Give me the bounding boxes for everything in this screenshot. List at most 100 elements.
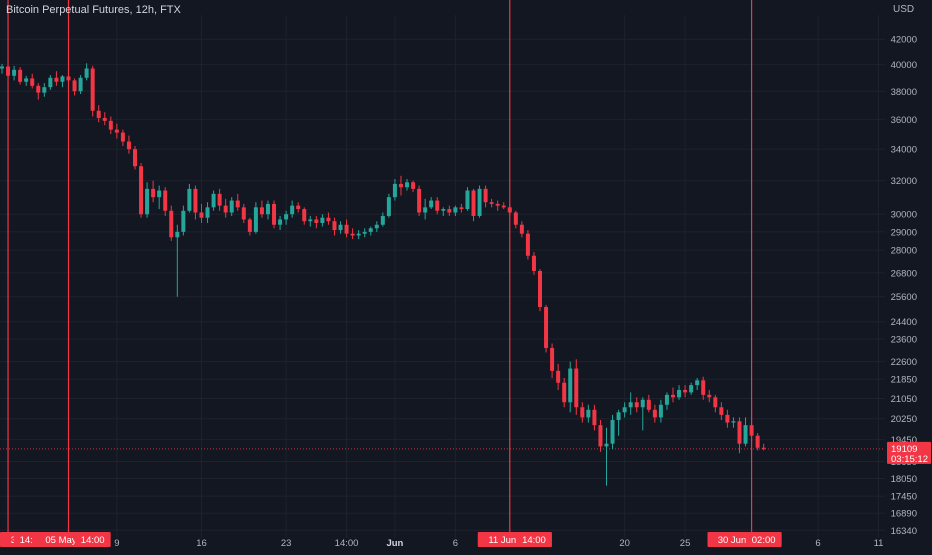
candle	[574, 359, 579, 415]
candle	[531, 251, 536, 275]
candle	[181, 205, 186, 236]
candle	[477, 185, 482, 218]
y-tick-label: 16890	[891, 509, 917, 520]
candle	[0, 63, 4, 74]
candle	[374, 221, 379, 232]
candle	[247, 217, 252, 236]
y-tick-label: 16340	[891, 526, 917, 537]
candle	[525, 230, 530, 260]
candle-body	[24, 78, 29, 82]
candle-body	[217, 193, 222, 206]
candle-body	[302, 209, 307, 222]
candle-body	[272, 203, 277, 225]
candle-body	[296, 205, 301, 210]
candle-body	[151, 188, 156, 198]
y-tick-label: 34000	[891, 145, 917, 156]
candle-body	[610, 419, 615, 444]
candle-body	[314, 219, 319, 223]
candle	[6, 65, 11, 80]
candle-body	[677, 389, 682, 398]
candle	[78, 75, 83, 95]
candle	[380, 212, 385, 227]
candle-body	[60, 76, 65, 82]
x-tag-label: 11 Jun '22	[488, 535, 531, 546]
candle-body	[169, 210, 174, 238]
candle-body	[658, 404, 663, 418]
y-tick-label: 38000	[891, 87, 917, 98]
candle-body	[30, 78, 35, 86]
candle	[658, 399, 663, 423]
candle	[519, 221, 524, 238]
x-axis-marker-tag: 14:00	[515, 532, 552, 547]
candle-body	[556, 370, 561, 383]
candle-body	[574, 368, 579, 408]
candle-body	[114, 129, 119, 133]
candle	[308, 215, 313, 227]
x-axis-marker-tag: 14:	[13, 532, 39, 547]
candle-body	[338, 224, 343, 231]
candle-body	[471, 190, 476, 216]
candle	[42, 83, 47, 97]
candle	[290, 200, 295, 218]
candle-body	[368, 228, 373, 232]
candle-body	[90, 68, 95, 111]
candle	[54, 71, 59, 86]
candle	[108, 116, 113, 135]
candle	[48, 75, 53, 90]
x-tag-label: 14:	[20, 535, 33, 546]
candle-body	[683, 389, 688, 393]
candle-body	[36, 85, 41, 93]
candle-body	[737, 421, 742, 444]
candle	[538, 269, 543, 312]
candle-body	[592, 409, 597, 426]
candle-body	[646, 399, 651, 410]
candle-body	[447, 209, 452, 213]
candle	[652, 404, 657, 423]
y-tick-label: 36000	[891, 115, 917, 126]
candle	[132, 146, 137, 170]
candle-body	[386, 197, 391, 216]
candle-body	[259, 207, 264, 215]
candle	[598, 419, 603, 452]
currency-label: USD	[893, 4, 915, 15]
candle	[84, 63, 89, 81]
candle	[483, 185, 488, 208]
candle	[392, 179, 397, 201]
candle-body	[598, 425, 603, 447]
candle	[683, 385, 688, 398]
candle-body	[441, 209, 446, 211]
x-tick-label: 20	[619, 538, 630, 549]
candle	[405, 179, 410, 191]
candle-body	[12, 69, 17, 76]
candle	[314, 215, 319, 229]
candle-body	[332, 221, 337, 231]
candle	[296, 202, 301, 213]
candle	[725, 409, 730, 428]
candle-body	[628, 402, 633, 408]
candle-body	[235, 200, 240, 208]
candle	[604, 427, 609, 486]
candle-body	[223, 205, 228, 213]
candle-body	[568, 368, 573, 403]
candle-body	[247, 219, 252, 232]
candle-body	[459, 207, 464, 210]
candle-body	[465, 190, 470, 210]
candle	[356, 230, 361, 240]
candle	[453, 205, 458, 216]
candle-body	[398, 183, 403, 188]
x-tick-label: 23	[281, 538, 292, 549]
candle-body	[477, 188, 482, 216]
candle	[628, 392, 633, 415]
candle-body	[96, 110, 101, 118]
candle	[677, 385, 682, 400]
candle	[592, 404, 597, 431]
candle	[145, 182, 150, 218]
x-tick-label: 6	[815, 538, 820, 549]
candle	[278, 215, 283, 231]
x-tag-label: 14:00	[81, 535, 105, 546]
candle	[241, 203, 246, 223]
x-tick-label: 6	[453, 538, 458, 549]
